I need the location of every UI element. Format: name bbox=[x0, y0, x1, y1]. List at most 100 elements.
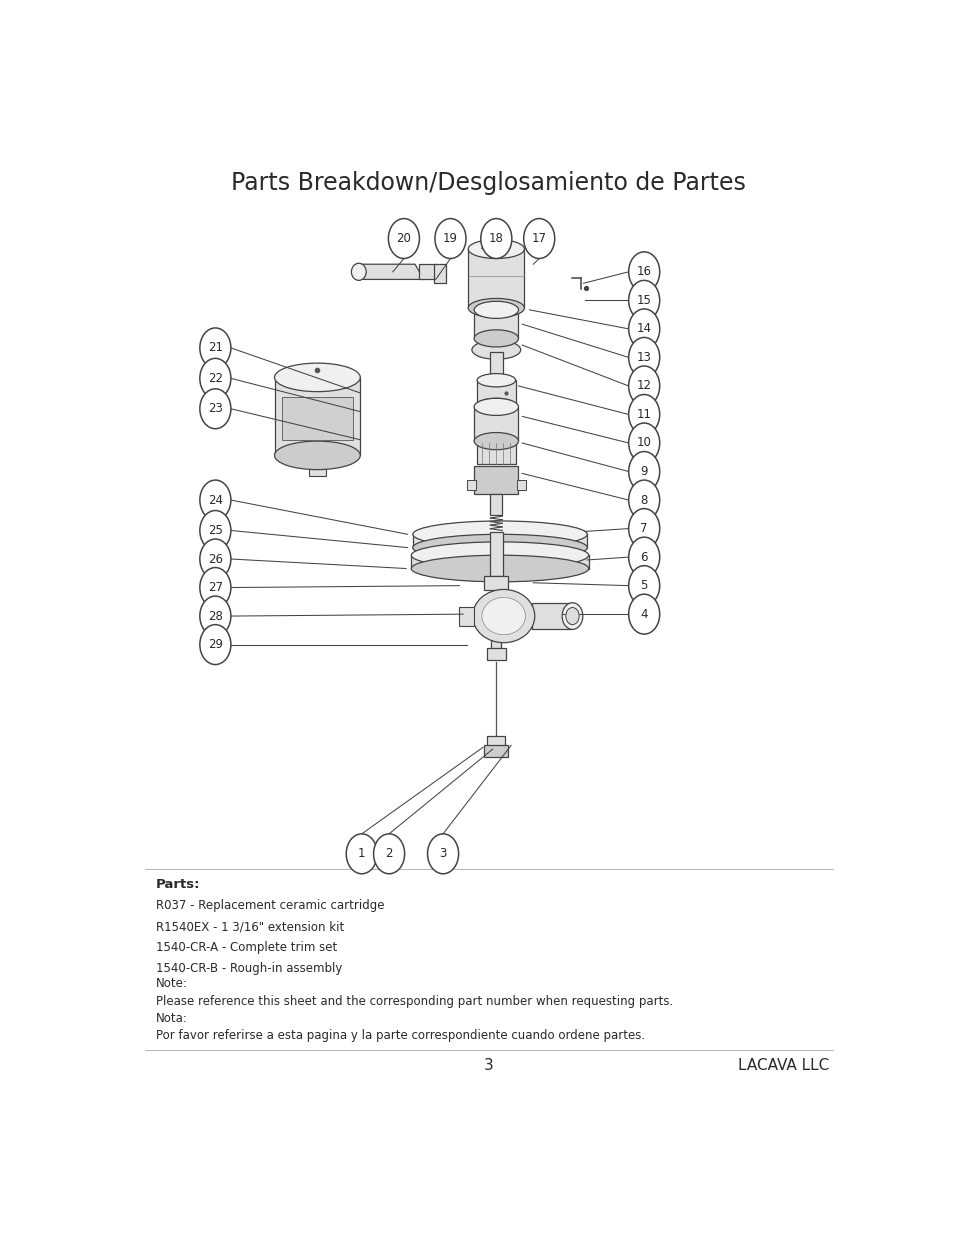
Bar bbox=[484, 746, 508, 757]
Bar bbox=[484, 576, 508, 590]
Ellipse shape bbox=[274, 441, 360, 469]
Ellipse shape bbox=[476, 399, 515, 411]
Ellipse shape bbox=[351, 263, 366, 280]
Ellipse shape bbox=[411, 542, 588, 568]
Text: 27: 27 bbox=[208, 580, 223, 594]
Text: 21: 21 bbox=[208, 341, 223, 354]
Circle shape bbox=[628, 594, 659, 634]
Text: 1540-CR-A - Complete trim set: 1540-CR-A - Complete trim set bbox=[156, 941, 337, 955]
Circle shape bbox=[628, 566, 659, 605]
Circle shape bbox=[628, 424, 659, 463]
Ellipse shape bbox=[481, 598, 525, 635]
Circle shape bbox=[480, 219, 512, 258]
Text: 1: 1 bbox=[357, 847, 365, 861]
Text: 24: 24 bbox=[208, 494, 223, 506]
Text: 20: 20 bbox=[396, 232, 411, 245]
Ellipse shape bbox=[474, 301, 518, 319]
Text: 15: 15 bbox=[636, 294, 651, 306]
Bar bbox=[476, 380, 515, 405]
Circle shape bbox=[628, 509, 659, 548]
Text: 12: 12 bbox=[636, 379, 651, 393]
Ellipse shape bbox=[474, 330, 518, 347]
Ellipse shape bbox=[413, 535, 587, 561]
Ellipse shape bbox=[274, 363, 360, 391]
Circle shape bbox=[374, 834, 404, 874]
Ellipse shape bbox=[472, 341, 520, 359]
Bar bbox=[476, 443, 515, 464]
Ellipse shape bbox=[413, 521, 587, 547]
Bar bbox=[486, 648, 505, 659]
Circle shape bbox=[199, 389, 231, 429]
Circle shape bbox=[628, 280, 659, 320]
Circle shape bbox=[199, 625, 231, 664]
Bar bbox=[474, 406, 518, 441]
Text: 25: 25 bbox=[208, 524, 223, 537]
Bar bbox=[474, 310, 518, 338]
Bar bbox=[413, 535, 587, 547]
Bar bbox=[411, 556, 588, 568]
Text: 6: 6 bbox=[639, 551, 647, 563]
Text: R1540EX - 1 3/16" extension kit: R1540EX - 1 3/16" extension kit bbox=[156, 920, 344, 934]
Bar bbox=[489, 352, 502, 378]
Text: Por favor referirse a esta pagina y la parte correspondiente cuando ordene parte: Por favor referirse a esta pagina y la p… bbox=[156, 1029, 644, 1042]
Text: 26: 26 bbox=[208, 552, 223, 566]
Ellipse shape bbox=[472, 589, 535, 642]
Circle shape bbox=[628, 394, 659, 435]
Circle shape bbox=[427, 834, 458, 874]
Text: 11: 11 bbox=[636, 408, 651, 421]
Ellipse shape bbox=[476, 373, 515, 387]
Ellipse shape bbox=[561, 603, 582, 630]
Circle shape bbox=[199, 568, 231, 608]
Circle shape bbox=[628, 252, 659, 291]
Circle shape bbox=[199, 480, 231, 520]
Bar bbox=[489, 532, 502, 576]
Circle shape bbox=[435, 219, 465, 258]
Ellipse shape bbox=[411, 556, 588, 582]
Text: 22: 22 bbox=[208, 372, 223, 385]
Circle shape bbox=[628, 537, 659, 577]
Text: 28: 28 bbox=[208, 610, 223, 622]
Text: 4: 4 bbox=[639, 608, 647, 621]
Text: 3: 3 bbox=[483, 1058, 494, 1073]
Circle shape bbox=[388, 219, 419, 258]
Text: 23: 23 bbox=[208, 403, 223, 415]
Bar bbox=[419, 264, 436, 279]
Text: LACAVA LLC: LACAVA LLC bbox=[737, 1058, 828, 1073]
Bar bbox=[531, 603, 572, 630]
Text: 10: 10 bbox=[636, 436, 651, 450]
Bar bbox=[466, 480, 476, 489]
Bar bbox=[490, 494, 501, 515]
Bar bbox=[282, 396, 353, 440]
Ellipse shape bbox=[565, 608, 578, 625]
Text: 29: 29 bbox=[208, 638, 223, 651]
Bar bbox=[459, 606, 474, 626]
Ellipse shape bbox=[468, 299, 524, 317]
Circle shape bbox=[628, 337, 659, 378]
Text: 19: 19 bbox=[442, 232, 457, 245]
Text: 2: 2 bbox=[385, 847, 393, 861]
Circle shape bbox=[628, 452, 659, 492]
Text: Parts Breakdown/Desglosamiento de Partes: Parts Breakdown/Desglosamiento de Partes bbox=[232, 172, 745, 195]
Bar bbox=[517, 480, 525, 489]
Circle shape bbox=[199, 538, 231, 579]
Text: 3: 3 bbox=[439, 847, 446, 861]
Text: 7: 7 bbox=[639, 522, 647, 535]
Text: 14: 14 bbox=[636, 322, 651, 336]
Bar bbox=[274, 378, 360, 456]
Ellipse shape bbox=[474, 399, 518, 415]
Ellipse shape bbox=[468, 240, 524, 258]
Bar bbox=[474, 466, 518, 494]
Ellipse shape bbox=[474, 432, 518, 450]
Bar bbox=[308, 453, 326, 477]
Text: 16: 16 bbox=[636, 266, 651, 278]
Text: Nota:: Nota: bbox=[156, 1011, 188, 1025]
Bar bbox=[468, 249, 524, 308]
Circle shape bbox=[628, 309, 659, 348]
Circle shape bbox=[628, 480, 659, 520]
Text: 8: 8 bbox=[639, 494, 647, 506]
Circle shape bbox=[199, 510, 231, 551]
Text: Please reference this sheet and the corresponding part number when requesting pa: Please reference this sheet and the corr… bbox=[156, 994, 673, 1008]
Text: 5: 5 bbox=[639, 579, 647, 592]
Bar bbox=[491, 616, 501, 651]
Polygon shape bbox=[355, 264, 423, 279]
